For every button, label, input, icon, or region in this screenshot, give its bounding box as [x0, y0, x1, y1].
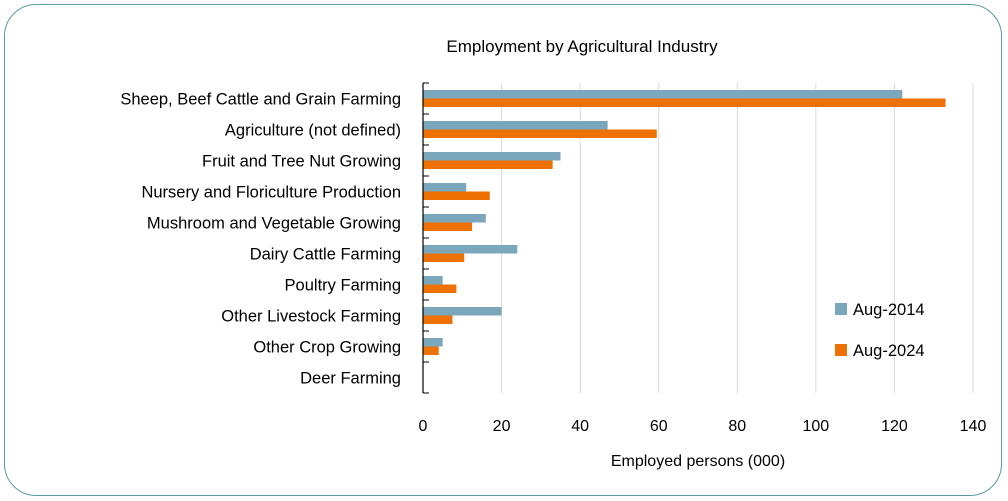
bar: [423, 191, 490, 200]
bar: [423, 276, 443, 285]
legend-label: Aug-2024: [853, 342, 925, 360]
category-label: Deer Farming: [300, 370, 401, 388]
bar: [423, 253, 465, 262]
bar: [423, 245, 518, 254]
category-label: Poultry Farming: [285, 277, 401, 295]
category-label: Sheep, Beef Cattle and Grain Farming: [120, 91, 401, 109]
bar: [423, 307, 502, 316]
x-tick-label: 0: [419, 418, 428, 435]
legend-swatch: [835, 344, 847, 356]
category-label: Other Crop Growing: [253, 339, 401, 357]
bar: [423, 346, 439, 355]
x-tick-labels: 0 20 40 60 80 100 120 140: [419, 418, 987, 435]
bar: [423, 98, 946, 107]
bar: [423, 315, 453, 324]
x-tick-label: 40: [571, 418, 589, 435]
x-tick-label: 80: [728, 418, 746, 435]
bar: [423, 284, 457, 293]
bar: [423, 152, 561, 161]
category-label: Nursery and Floriculture Production: [141, 184, 401, 202]
bars: [423, 90, 946, 355]
x-tick-label: 100: [803, 418, 830, 435]
category-label: Dairy Cattle Farming: [250, 246, 401, 264]
x-tick-label: 140: [960, 418, 987, 435]
bar: [423, 121, 608, 130]
bar: [423, 129, 657, 138]
x-tick-label: 60: [650, 418, 668, 435]
bar: [423, 214, 486, 223]
bar: [423, 160, 553, 169]
category-label: Mushroom and Vegetable Growing: [147, 215, 401, 233]
category-label: Agriculture (not defined): [225, 122, 401, 140]
axes: [422, 82, 429, 394]
bar: [423, 338, 443, 347]
x-axis-label: Employed persons (000): [611, 453, 785, 470]
bar: [423, 183, 467, 192]
x-tick-label: 20: [493, 418, 511, 435]
chart-title: Employment by Agricultural Industry: [446, 37, 718, 56]
legend: Aug-2014 Aug-2024: [835, 301, 925, 360]
x-tick-label: 120: [881, 418, 908, 435]
category-label: Other Livestock Farming: [221, 308, 401, 326]
bar: [423, 222, 473, 231]
legend-label: Aug-2014: [853, 301, 925, 319]
category-labels: Sheep, Beef Cattle and Grain Farming Agri…: [120, 91, 401, 388]
legend-swatch: [835, 303, 847, 315]
bar: [423, 90, 903, 99]
category-label: Fruit and Tree Nut Growing: [202, 153, 401, 171]
